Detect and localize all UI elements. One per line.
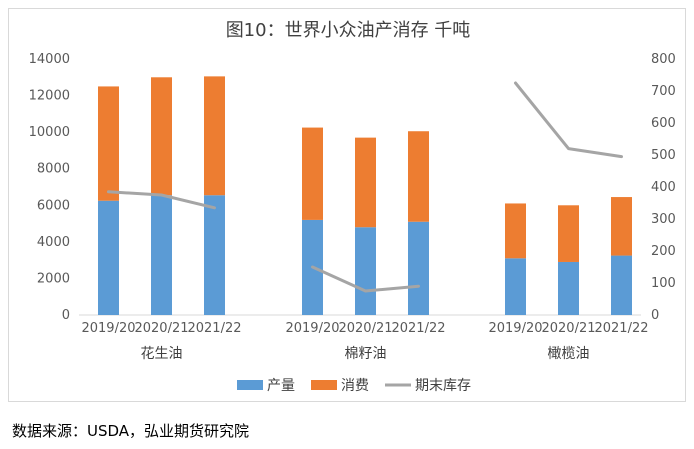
stock-line: [107, 190, 216, 210]
group-label: 橄榄油: [548, 346, 590, 362]
bar-production: [151, 195, 172, 315]
left-axis-tick-label: 14000: [29, 52, 70, 67]
x-tick-label: 2020/21: [338, 321, 392, 336]
x-tick-label: 2019/20: [285, 321, 339, 336]
bar-production: [355, 227, 376, 315]
right-axis-tick-label: 700: [651, 84, 676, 99]
left-axis-tick-label: 6000: [37, 198, 70, 213]
left-axis-tick-label: 2000: [37, 271, 70, 286]
x-tick-label: 2021/22: [594, 321, 648, 336]
group-label: 花生油: [141, 346, 183, 362]
bar-consumption: [558, 205, 579, 262]
bar-production: [505, 258, 526, 315]
left-axis-tick-label: 10000: [29, 125, 70, 140]
legend-swatch: [311, 380, 337, 390]
legend-label: 消费: [341, 378, 369, 394]
x-tick-label: 2020/21: [541, 321, 595, 336]
bar-consumption: [204, 76, 225, 196]
bar-consumption: [505, 203, 526, 259]
legend-swatch: [237, 380, 263, 390]
left-axis-tick-label: 0: [62, 308, 70, 323]
right-axis-tick-label: 500: [651, 148, 676, 163]
right-axis-tick-label: 100: [651, 276, 676, 291]
bar-consumption: [302, 127, 323, 220]
x-tick-label: 2021/22: [187, 321, 241, 336]
bar-consumption: [98, 86, 119, 201]
x-tick-label: 2021/22: [391, 321, 445, 336]
right-axis-tick-label: 200: [651, 244, 676, 259]
chart-title: 图10：世界小众油产消存 千吨: [226, 20, 471, 41]
bar-consumption: [408, 131, 429, 222]
source-note: 数据来源：USDA，弘业期货研究院: [12, 422, 250, 440]
stock-line: [514, 81, 623, 159]
right-axis-tick-label: 800: [651, 52, 676, 67]
bar-production: [611, 255, 632, 315]
bar-consumption: [611, 197, 632, 256]
bar-production: [98, 200, 119, 315]
right-axis-tick-label: 0: [651, 308, 659, 323]
group-label: 棉籽油: [345, 345, 387, 362]
right-axis-tick-label: 600: [651, 116, 676, 131]
x-tick-label: 2019/20: [81, 321, 135, 336]
legend-label: 期末库存: [415, 378, 471, 394]
bar-production: [408, 221, 429, 315]
legend-label: 产量: [267, 378, 295, 394]
left-axis-tick-label: 8000: [37, 162, 70, 177]
left-axis-tick-label: 12000: [29, 89, 70, 104]
x-tick-label: 2020/21: [134, 321, 188, 336]
x-tick-label: 2019/20: [488, 321, 542, 336]
right-axis-tick-label: 300: [651, 212, 676, 227]
chart-frame: 图10：世界小众油产消存 千吨 0 2000 4000 6000 8000 10000 120…: [8, 8, 686, 402]
bar-production: [558, 261, 579, 315]
bar-production: [204, 195, 225, 315]
right-axis-tick-label: 400: [651, 180, 676, 195]
chart-svg: 图10：世界小众油产消存 千吨0200040006000800010000120…: [29, 20, 676, 394]
bar-consumption: [151, 77, 172, 196]
stock-line: [311, 265, 420, 293]
left-axis-tick-label: 4000: [37, 235, 70, 250]
bar-consumption: [355, 137, 376, 228]
